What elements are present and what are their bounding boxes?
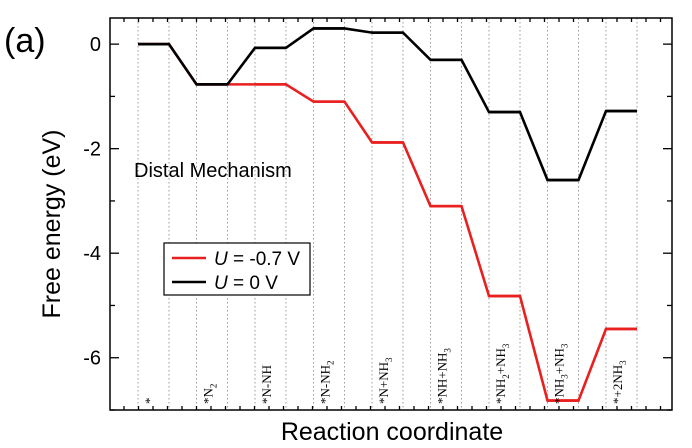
series-layer [138,27,637,402]
y-axis-label: Free energy (eV) [38,130,66,319]
chart-title: Distal Mechanism [134,160,292,182]
legend-box [163,242,311,296]
category-label-s1: *N2 [201,384,219,404]
y-tick-label: -2 [83,139,101,161]
y-tick-label: 0 [90,34,101,56]
plot-frame [109,17,673,411]
y-tick-label: -4 [83,243,101,265]
category-label-s2: *N-NH [259,365,274,404]
category-label-s6: *NH2+NH3 [493,343,511,404]
category-labels: * *N2 *N-NH *N-NH2 *N+NH3 *NH+NH3 *NH2+NH3 *NH3… [142,343,628,404]
category-label-s7: *NH3+NH3 [552,343,570,404]
category-label-s3: *N-NH2 [318,361,336,405]
legend: U = -0.7 V U = 0 V [163,242,311,296]
category-label-s0: * [142,398,157,405]
legend-label-u-minus-0-7: U = -0.7 V [214,249,300,270]
legend-label-u-0: U = 0 V [214,273,278,294]
x-axis-label: Reaction coordinate [281,418,503,446]
y-tick-labels: 0 -2 -4 -6 [83,34,101,370]
series-line-u-0 [138,27,637,182]
axis-ticks [110,18,672,411]
panel-label: (a) [4,22,46,60]
y-tick-label: -6 [83,348,101,370]
category-label-s4: *N+NH3 [376,357,394,404]
category-label-s8: *+2NH3 [610,360,628,404]
category-label-s5: *NH+NH3 [435,348,453,404]
